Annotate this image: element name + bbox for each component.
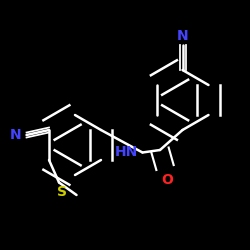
Text: HN: HN [114,146,138,160]
Text: O: O [162,172,173,186]
Text: N: N [10,128,22,142]
Text: S: S [56,185,66,199]
Text: N: N [177,28,188,42]
